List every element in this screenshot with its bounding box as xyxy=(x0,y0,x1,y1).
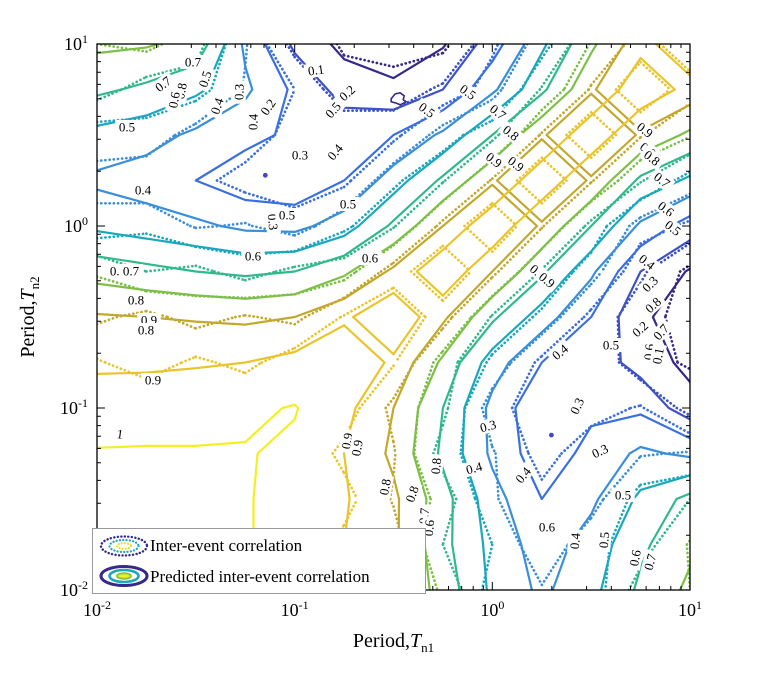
dotted-contour-icon xyxy=(99,535,149,557)
minimum-dot xyxy=(549,432,554,438)
contour-label: 0.5 xyxy=(596,531,612,548)
contour-label: 0.4 xyxy=(567,532,583,550)
x-axis-title-text: Period, xyxy=(352,630,411,652)
contour-label: 0.7 xyxy=(185,55,202,70)
contour-label: 0.3 xyxy=(567,395,587,416)
dotted-contour-level xyxy=(215,44,690,481)
contour-label: 0.5 xyxy=(119,120,135,135)
legend-item-empirical: Inter-event correlation xyxy=(98,532,425,559)
solid-contour-level xyxy=(194,44,690,501)
contour-label: 1 xyxy=(116,426,125,442)
y-axis-symbol: T xyxy=(17,289,39,301)
contour-label: 0.3 xyxy=(231,84,247,101)
solid-contour-level xyxy=(97,403,300,590)
legend-label-empirical: Inter-event correlation xyxy=(150,536,303,556)
contour-label: 0.3 xyxy=(292,148,308,163)
contour-label: 0.3 xyxy=(589,441,610,461)
x-axis-symbol: T xyxy=(410,630,422,652)
contour-label: 0.8 xyxy=(138,323,154,338)
y-tick-label: 10-1 xyxy=(60,396,88,418)
contour-label: 0.4 xyxy=(245,113,261,130)
contour-label: 0.8 xyxy=(128,293,144,308)
contour-label: 0.8 xyxy=(376,478,394,497)
contour-label: 0.6 xyxy=(245,249,262,264)
contour-label: 0.6 xyxy=(626,548,644,567)
contour-label: 0.7 xyxy=(641,552,660,572)
legend-item-predicted: Predicted inter-event correlation xyxy=(98,563,425,590)
contour-label: 0.4 xyxy=(135,183,152,198)
contour-label: 0.1 xyxy=(307,61,325,78)
contour-label: 0.8 xyxy=(428,457,444,474)
contour-label: 0.9 xyxy=(348,439,366,458)
contour-label: 0.4 xyxy=(464,459,484,478)
dotted-contour-level xyxy=(97,44,690,590)
y-tick-label: 100 xyxy=(64,214,88,236)
dotted-contours xyxy=(97,44,690,590)
y-tick-label: 101 xyxy=(64,32,88,54)
contour-label: 0.9 xyxy=(145,373,161,388)
contour-label: 0.5 xyxy=(340,197,356,212)
contour-label: 0.6 xyxy=(539,520,556,535)
contour-labels: 0.70.50.70.80.60.40.30.20.10.50.40.40.20… xyxy=(106,55,687,576)
y-tick-label: 10-2 xyxy=(60,578,88,600)
x-tick-label: 10-2 xyxy=(83,598,111,620)
dotted-contour-level xyxy=(97,44,690,590)
contour-label: 0.6 xyxy=(165,90,183,109)
plot-background xyxy=(97,44,690,590)
contour-label: 0.1 xyxy=(649,347,667,366)
dotted-contour-level xyxy=(97,44,690,590)
contour-label: 0.5 xyxy=(603,338,619,353)
y-axis-subscript: n2 xyxy=(27,276,42,290)
mini-contour-scribble xyxy=(390,91,408,106)
y-axis-title-text: Period, xyxy=(17,300,39,358)
legend-label-predicted: Predicted inter-event correlation xyxy=(150,566,370,586)
x-tick-label: 10-1 xyxy=(280,598,309,620)
contour-label: 0.5 xyxy=(615,488,631,503)
contour-label: 0.7 xyxy=(123,264,140,279)
contour-label: 0.5 xyxy=(279,208,295,223)
contour-label: 0.8 xyxy=(402,484,422,504)
contour-label: 0.3 xyxy=(478,417,498,436)
x-axis-title: Period,Tn1 xyxy=(97,630,690,656)
minimum-dot xyxy=(262,172,268,178)
legend: Inter-event correlation Predicted inter-… xyxy=(92,528,426,594)
contour-label: 0.4 xyxy=(207,95,226,116)
markers xyxy=(262,91,554,438)
x-axis-subscript: n1 xyxy=(421,640,435,655)
y-axis-title: Period,Tn2 xyxy=(17,276,43,357)
x-tick-label: 100 xyxy=(480,598,505,620)
x-tick-label: 101 xyxy=(678,598,702,620)
contour-label: 0.5 xyxy=(195,69,214,89)
contour-label: 0.6 xyxy=(362,251,379,266)
dotted-contour-level xyxy=(335,44,690,371)
solid-contour-icon xyxy=(99,565,149,588)
dotted-contour-level xyxy=(97,44,690,590)
